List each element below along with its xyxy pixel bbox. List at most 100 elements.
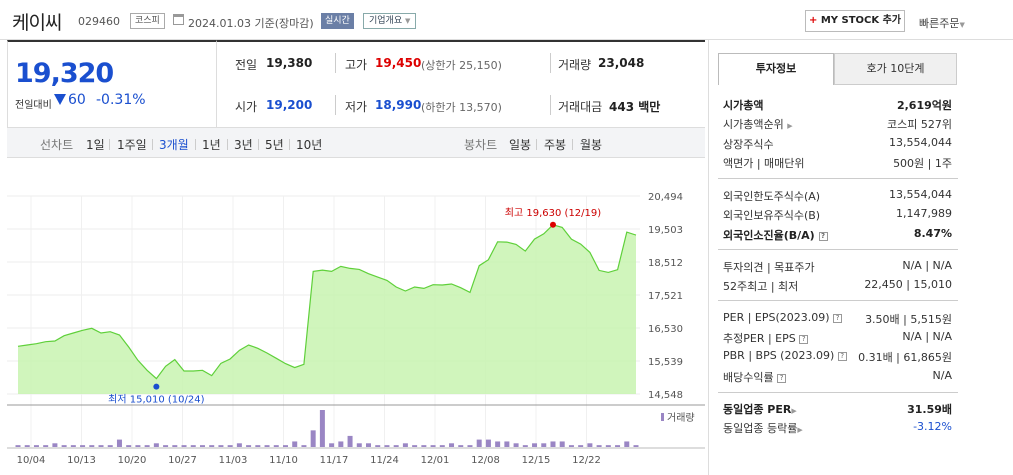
x-tick-label: 11/03 (219, 455, 248, 466)
sector-change-row[interactable]: 동일업종 등락률▶ (723, 420, 803, 436)
per-value: 3.50배 | 5,515원 (865, 313, 952, 326)
sector-change-value: -3.12% (913, 420, 952, 433)
volume-bar (541, 443, 547, 447)
volume-bar (89, 445, 95, 447)
mcap-label: 시가총액 (723, 99, 764, 112)
volume-bar (163, 445, 169, 447)
volume-bar (568, 445, 574, 447)
tab-invest-info[interactable]: 투자정보 (718, 53, 834, 85)
y-tick-label: 16,530 (648, 324, 683, 335)
volume-bar (319, 410, 325, 447)
x-tick-label: 11/17 (320, 455, 349, 466)
volume-bar (135, 445, 141, 447)
volume-bar (126, 445, 132, 447)
change-label: 전일대비 (15, 100, 52, 111)
volume-bar (384, 445, 390, 447)
help-icon[interactable]: ? (777, 373, 787, 383)
stock-name: 케이씨 (12, 12, 62, 34)
price-chart[interactable]: 20,494 19,503 18,512 17,521 16,530 15,539 14,5… (0, 160, 705, 475)
sector-per-row[interactable]: 동일업종 PER▶ (723, 401, 797, 417)
dividend-row: 배당수익률 ? (723, 369, 787, 385)
low-annotation: 최저 15,010 (10/24) (108, 394, 204, 406)
est-per-row: 추정PER | EPS ? (723, 330, 809, 346)
foreign-rate-row: 외국인소진율(B/A) ? (723, 227, 828, 243)
sector-change-label: 동일업종 등락률 (723, 422, 798, 435)
corp-info-label: 기업개요 (369, 16, 403, 26)
volume-bar (504, 441, 510, 447)
mcap-rank-label[interactable]: 시가총액순위 ▶ (723, 116, 793, 132)
low-marker (153, 383, 160, 390)
x-tick-label: 11/24 (370, 455, 399, 466)
volume-bar (366, 443, 372, 447)
volume-bar (199, 445, 205, 447)
volume-bar (449, 443, 455, 447)
mystock-label: MY STOCK 추가 (820, 15, 902, 26)
volume-value: 23,048 (598, 56, 645, 70)
amount-value: 443 백만 (609, 100, 661, 114)
par-value: 500원 | 1주 (893, 157, 952, 170)
high-marker (549, 221, 556, 228)
divider (572, 139, 573, 150)
period-weekly[interactable]: 주봉 (544, 138, 567, 152)
open-value: 19,200 (266, 98, 313, 112)
volume-bar (24, 445, 30, 447)
quick-order-label: 빠른주문 (919, 17, 960, 30)
foreign-rate-label: 외국인소진율(B/A) (723, 229, 815, 242)
quick-order-button[interactable]: 빠른주문▼ (919, 15, 965, 31)
volume-bar (522, 445, 528, 447)
mystock-add-button[interactable]: + MY STOCK 추가 (805, 10, 905, 32)
corp-info-dropdown[interactable]: 기업개요 ▼ (363, 13, 417, 29)
help-icon[interactable]: ? (799, 334, 809, 344)
foreign-rate-value: 8.47% (913, 227, 952, 240)
help-icon[interactable]: ? (837, 351, 847, 361)
period-monthly[interactable]: 월봉 (580, 138, 603, 152)
volume-bar (402, 443, 408, 447)
x-tick-label: 10/20 (118, 455, 147, 466)
volume-bar (633, 445, 639, 447)
divider (718, 300, 958, 301)
period-daily[interactable]: 일봉 (509, 138, 532, 152)
period-3m[interactable]: 3개월 (159, 138, 189, 152)
divider (718, 392, 958, 393)
caret-right-icon: ▶ (791, 407, 797, 415)
period-10y[interactable]: 10년 (296, 138, 323, 152)
caret-right-icon: ▶ (797, 426, 803, 434)
period-5y[interactable]: 5년 (265, 138, 284, 152)
volume-bar (578, 445, 584, 447)
period-1y[interactable]: 1년 (202, 138, 221, 152)
period-3y[interactable]: 3년 (234, 138, 253, 152)
divider (550, 95, 551, 115)
divider (289, 139, 290, 150)
realtime-badge[interactable]: 실시간 (321, 13, 354, 29)
candle-chart-label: 봉차트 (464, 138, 498, 152)
per-row: PER | EPS(2023.09) ? (723, 311, 843, 324)
volume-bar (107, 445, 113, 447)
x-tick-label: 10/04 (17, 455, 46, 466)
opinion-label: 투자의견 | 목표주가 (723, 261, 815, 274)
volume-bar (255, 445, 261, 447)
divider (258, 139, 259, 150)
mcap-rank-value: 코스피 527위 (887, 118, 952, 131)
volume-bar (458, 445, 464, 447)
help-icon[interactable]: ? (818, 231, 828, 241)
tab-orderbook[interactable]: 호가 10단계 (834, 53, 957, 85)
volume-legend: 거래량 (667, 412, 695, 424)
volume-bar (144, 445, 150, 447)
volume-bar (292, 441, 298, 447)
volume-bar (476, 439, 482, 447)
volume-bar (430, 445, 436, 447)
y-tick-label: 19,503 (648, 225, 683, 236)
period-toolbar (7, 128, 705, 158)
help-icon[interactable]: ? (833, 313, 843, 323)
dividend-label: 배당수익률 (723, 371, 774, 384)
volume-bar (559, 441, 565, 447)
x-tick-label: 12/01 (421, 455, 450, 466)
volume-bar (153, 443, 159, 447)
period-1w[interactable]: 1주일 (117, 138, 147, 152)
period-1d[interactable]: 1일 (86, 138, 105, 152)
x-tick-label: 12/22 (572, 455, 601, 466)
y-tick-label: 20,494 (648, 192, 683, 203)
x-tick-label: 10/27 (168, 455, 197, 466)
prev-close-value: 19,380 (266, 56, 313, 70)
volume-bar (412, 445, 418, 447)
